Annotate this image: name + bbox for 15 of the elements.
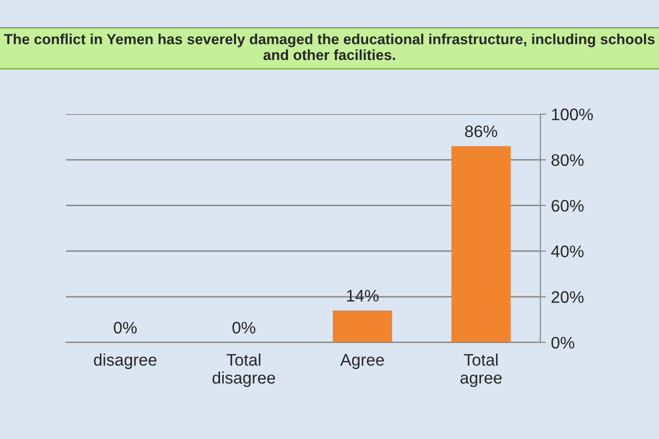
- data-label: 0%: [232, 322, 256, 334]
- data-label: 86%: [465, 125, 498, 138]
- y-tick-label: 0%: [551, 336, 574, 349]
- data-label: 0%: [114, 322, 137, 334]
- x-tick-label: Total disagree: [212, 354, 276, 388]
- x-tick-label: Agree: [340, 354, 384, 370]
- chart-title: The conflict in Yemen has severely damaged the educational infrastructure, including schools and other facilities.: [4, 34, 655, 60]
- y-tick-label: 80%: [552, 154, 584, 166]
- y-tick-label: 60%: [552, 200, 584, 212]
- y-tick-label: 40%: [551, 246, 584, 258]
- y-tick-label: 20%: [552, 291, 584, 303]
- data-label: 14%: [347, 290, 379, 302]
- y-tick-label: 100%: [552, 108, 593, 120]
- x-tick-label: disagree: [94, 354, 156, 370]
- x-tick-label: Total agree: [460, 354, 502, 388]
